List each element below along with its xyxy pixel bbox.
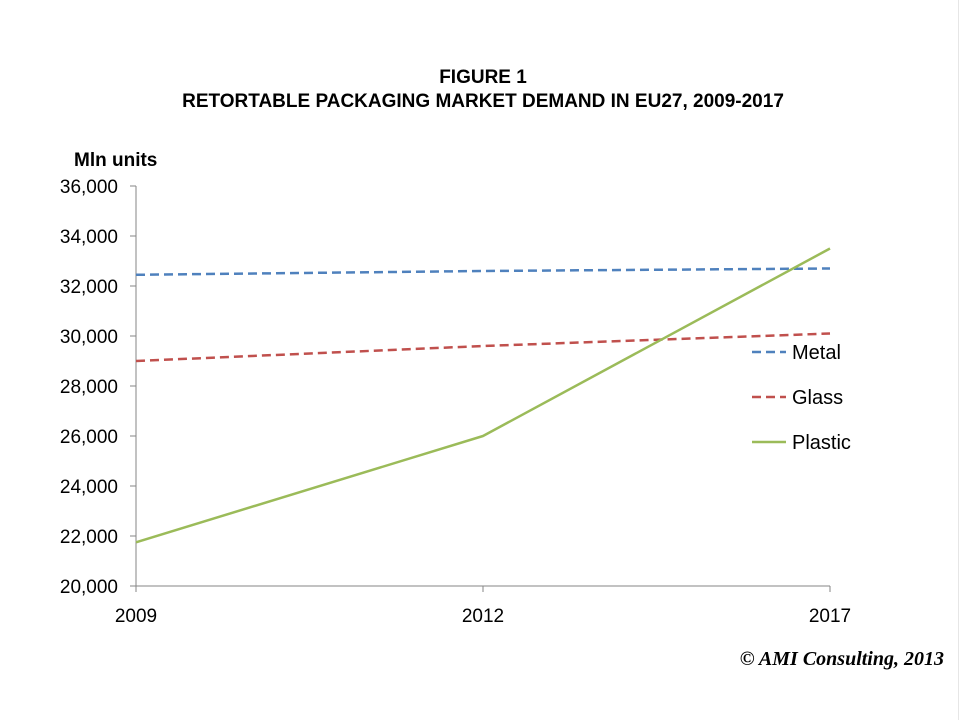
x-tick-label: 2012: [462, 606, 504, 627]
copyright-note: © AMI Consulting, 2013: [739, 648, 944, 670]
y-tick-label: 28,000: [60, 377, 118, 398]
chart-title-block: FIGURE 1 RETORTABLE PACKAGING MARKET DEM…: [0, 66, 960, 114]
legend-label-metal: Metal: [792, 342, 841, 364]
legend-label-plastic: Plastic: [792, 432, 851, 454]
series-line-metal: [135, 267, 831, 277]
chart-title: FIGURE 1: [439, 67, 527, 88]
legend-label-glass: Glass: [792, 387, 843, 409]
series-line-plastic: [135, 247, 831, 544]
y-tick-label: 22,000: [60, 527, 118, 548]
chart-subtitle: RETORTABLE PACKAGING MARKET DEMAND IN EU…: [182, 91, 784, 112]
y-tick-label: 30,000: [60, 327, 118, 348]
y-tick-label: 26,000: [60, 427, 118, 448]
page-edge-rule: [958, 0, 959, 720]
y-tick-label: 32,000: [60, 277, 118, 298]
y-tick-label: 20,000: [60, 577, 118, 598]
x-tick-label: 2017: [809, 606, 851, 627]
y-tick-label: 36,000: [60, 177, 118, 198]
y-tick-label: 34,000: [60, 227, 118, 248]
x-tick-label: 2009: [115, 606, 157, 627]
y-axis-label: Mln units: [74, 150, 158, 171]
y-tick-label: 24,000: [60, 477, 118, 498]
series-line-glass: [135, 332, 831, 363]
